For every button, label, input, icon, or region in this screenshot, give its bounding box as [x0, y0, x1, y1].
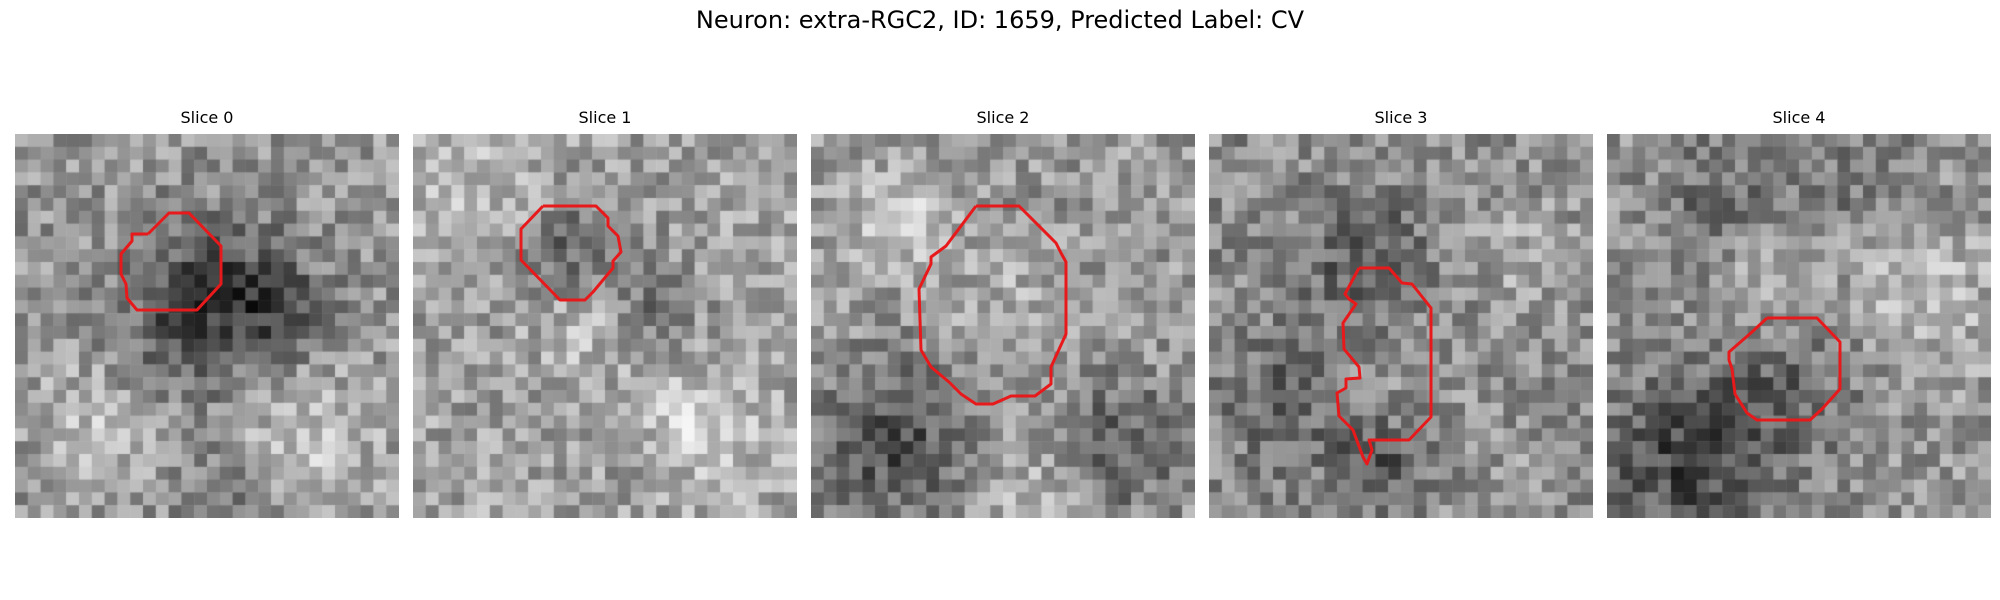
roi-contour: [519, 204, 623, 302]
slice-title: Slice 1: [578, 108, 632, 127]
roi-contour: [1727, 316, 1842, 422]
slice-panel-1: Slice 1: [413, 108, 797, 520]
roi-contour: [1335, 266, 1433, 466]
slice-panel-3: Slice 3: [1209, 108, 1593, 520]
slice-image: [413, 134, 797, 518]
slice-title: Slice 2: [976, 108, 1030, 127]
slice-image: [811, 134, 1195, 518]
slice-image: [1209, 134, 1593, 518]
slice-title: Slice 3: [1374, 108, 1428, 127]
slice-image: [15, 134, 399, 518]
roi-contour: [119, 211, 223, 312]
slice-panel-0: Slice 0: [15, 108, 399, 520]
slice-title: Slice 4: [1772, 108, 1826, 127]
roi-contour: [917, 204, 1068, 406]
slice-title: Slice 0: [180, 108, 234, 127]
figure-title: Neuron: extra-RGC2, ID: 1659, Predicted …: [695, 6, 1305, 34]
slice-image: [1607, 134, 1991, 518]
slice-panel-2: Slice 2: [811, 108, 1195, 520]
slice-panel-4: Slice 4: [1607, 108, 1991, 520]
